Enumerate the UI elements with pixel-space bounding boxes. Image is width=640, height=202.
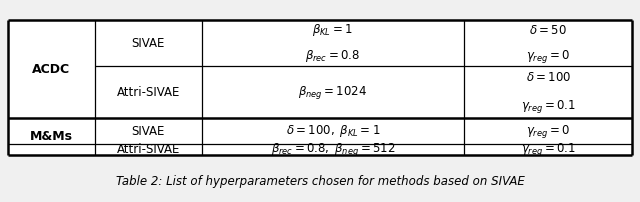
Text: Attri-SIVAE: Attri-SIVAE [116, 143, 180, 156]
Text: $\beta_{rec} = 0.8,\ \beta_{neg} = 512$: $\beta_{rec} = 0.8,\ \beta_{neg} = 512$ [271, 141, 395, 158]
Text: $\beta_{neg} = 1024$: $\beta_{neg} = 1024$ [298, 84, 367, 101]
Text: M&Ms: M&Ms [29, 130, 73, 143]
Text: SIVAE: SIVAE [131, 37, 165, 50]
Text: $\beta_{KL} = 1$: $\beta_{KL} = 1$ [312, 22, 353, 38]
Text: $\beta_{rec} = 0.8$: $\beta_{rec} = 0.8$ [305, 48, 360, 64]
Text: $\delta = 50$: $\delta = 50$ [529, 24, 567, 37]
Text: $\gamma_{reg} = 0$: $\gamma_{reg} = 0$ [526, 48, 570, 65]
Text: $\gamma_{reg} = 0.1$: $\gamma_{reg} = 0.1$ [521, 98, 575, 115]
Text: $\gamma_{reg} = 0$: $\gamma_{reg} = 0$ [526, 123, 570, 140]
Bar [8, 20, 632, 155]
Text: $\delta = 100,\ \beta_{KL} = 1$: $\delta = 100,\ \beta_{KL} = 1$ [285, 123, 380, 139]
Text: Table 2: List of hyperparameters chosen for methods based on SIVAE: Table 2: List of hyperparameters chosen … [116, 175, 524, 188]
Text: ACDC: ACDC [32, 63, 70, 76]
Text: Attri-SIVAE: Attri-SIVAE [116, 86, 180, 99]
Text: $\delta = 100$: $\delta = 100$ [525, 71, 571, 84]
Text: SIVAE: SIVAE [131, 125, 165, 138]
Text: $\gamma_{reg} = 0.1$: $\gamma_{reg} = 0.1$ [521, 141, 575, 158]
